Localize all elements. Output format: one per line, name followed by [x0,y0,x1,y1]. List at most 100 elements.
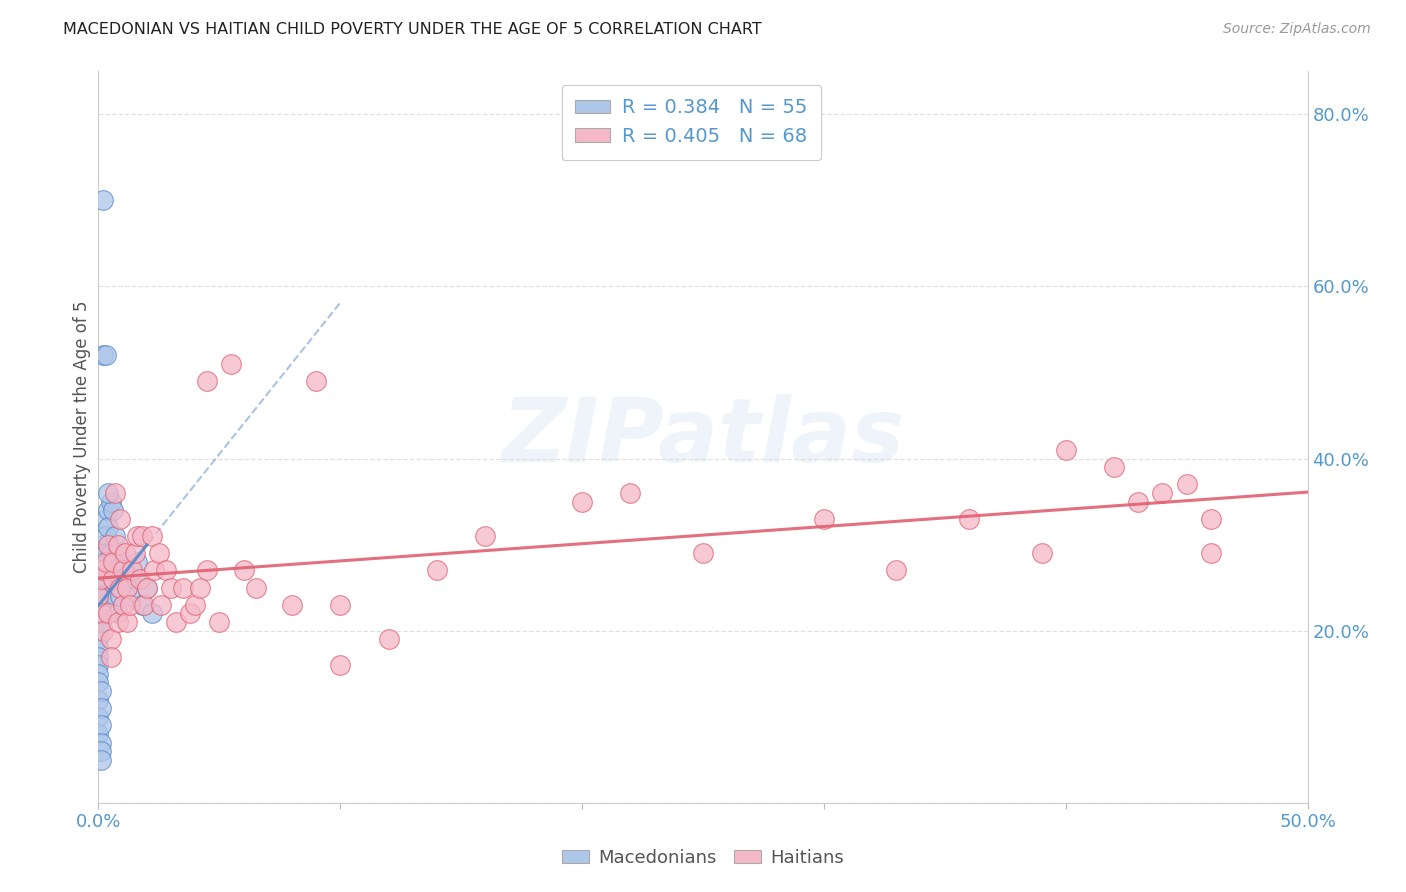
Point [94,529,117,543]
Point [124,572,146,586]
Point [87,727,110,741]
Point [118,589,141,603]
Point [108,512,131,526]
Point [90,701,112,715]
Point [111,555,134,569]
Point [474,529,496,543]
Point [91,348,114,362]
Point [90,684,112,698]
Point [131,529,153,543]
Text: MACEDONIAN VS HAITIAN CHILD POVERTY UNDER THE AGE OF 5 CORRELATION CHART: MACEDONIAN VS HAITIAN CHILD POVERTY UNDE… [63,22,762,37]
Point [90,718,112,732]
Point [111,598,134,612]
Point [90,589,112,603]
Point [87,649,110,664]
Point [118,598,141,612]
Point [94,348,117,362]
Point [100,598,122,612]
Legend: Macedonians, Haitians: Macedonians, Haitians [554,842,852,874]
Point [245,581,267,595]
Point [619,486,641,500]
Point [1199,546,1222,560]
Point [97,607,120,621]
Point [91,624,114,638]
Point [1054,442,1077,457]
Point [1031,546,1053,560]
Point [90,615,112,629]
Point [91,589,114,603]
Point [107,538,129,552]
Point [97,486,120,500]
Point [90,753,112,767]
Point [90,607,112,621]
Point [208,615,231,629]
Point [87,658,110,673]
Point [141,607,163,621]
Legend: R = 0.384   N = 55, R = 0.405   N = 68: R = 0.384 N = 55, R = 0.405 N = 68 [561,85,821,160]
Point [957,512,980,526]
Point [281,598,304,612]
Point [87,666,110,681]
Point [886,564,908,578]
Point [124,546,146,560]
Point [143,564,166,578]
Point [94,546,117,560]
Point [160,581,183,595]
Point [179,607,201,621]
Point [135,581,157,595]
Point [107,546,129,560]
Y-axis label: Child Poverty Under the Age of 5: Child Poverty Under the Age of 5 [73,301,91,574]
Point [91,564,114,578]
Point [91,194,114,208]
Point [104,486,127,500]
Point [91,555,114,569]
Point [232,564,254,578]
Point [97,520,120,534]
Point [221,357,243,371]
Point [121,564,143,578]
Point [90,744,112,758]
Point [91,564,114,578]
Point [117,581,139,595]
Point [107,607,129,621]
Point [127,529,149,543]
Point [329,598,352,612]
Point [94,512,117,526]
Point [117,615,139,629]
Point [107,615,129,629]
Point [100,494,122,508]
Point [91,572,114,586]
Point [87,710,110,724]
Point [377,632,399,647]
Point [426,564,449,578]
Point [131,598,153,612]
Text: Source: ZipAtlas.com: Source: ZipAtlas.com [1223,22,1371,37]
Point [108,581,131,595]
Point [90,581,112,595]
Point [172,581,194,595]
Point [141,529,163,543]
Point [305,374,328,388]
Point [155,564,177,578]
Point [87,692,110,706]
Point [1102,460,1125,475]
Point [104,589,127,603]
Point [134,598,156,612]
Point [100,546,122,560]
Point [97,538,120,552]
Point [101,503,124,517]
Point [91,538,114,552]
Point [100,632,122,647]
Point [94,555,117,569]
Point [87,675,110,690]
Point [1152,486,1174,500]
Point [87,632,110,647]
Point [148,546,170,560]
Point [128,572,150,586]
Point [1128,494,1150,508]
Point [150,598,173,612]
Point [692,546,714,560]
Point [813,512,835,526]
Point [87,589,110,603]
Point [101,555,124,569]
